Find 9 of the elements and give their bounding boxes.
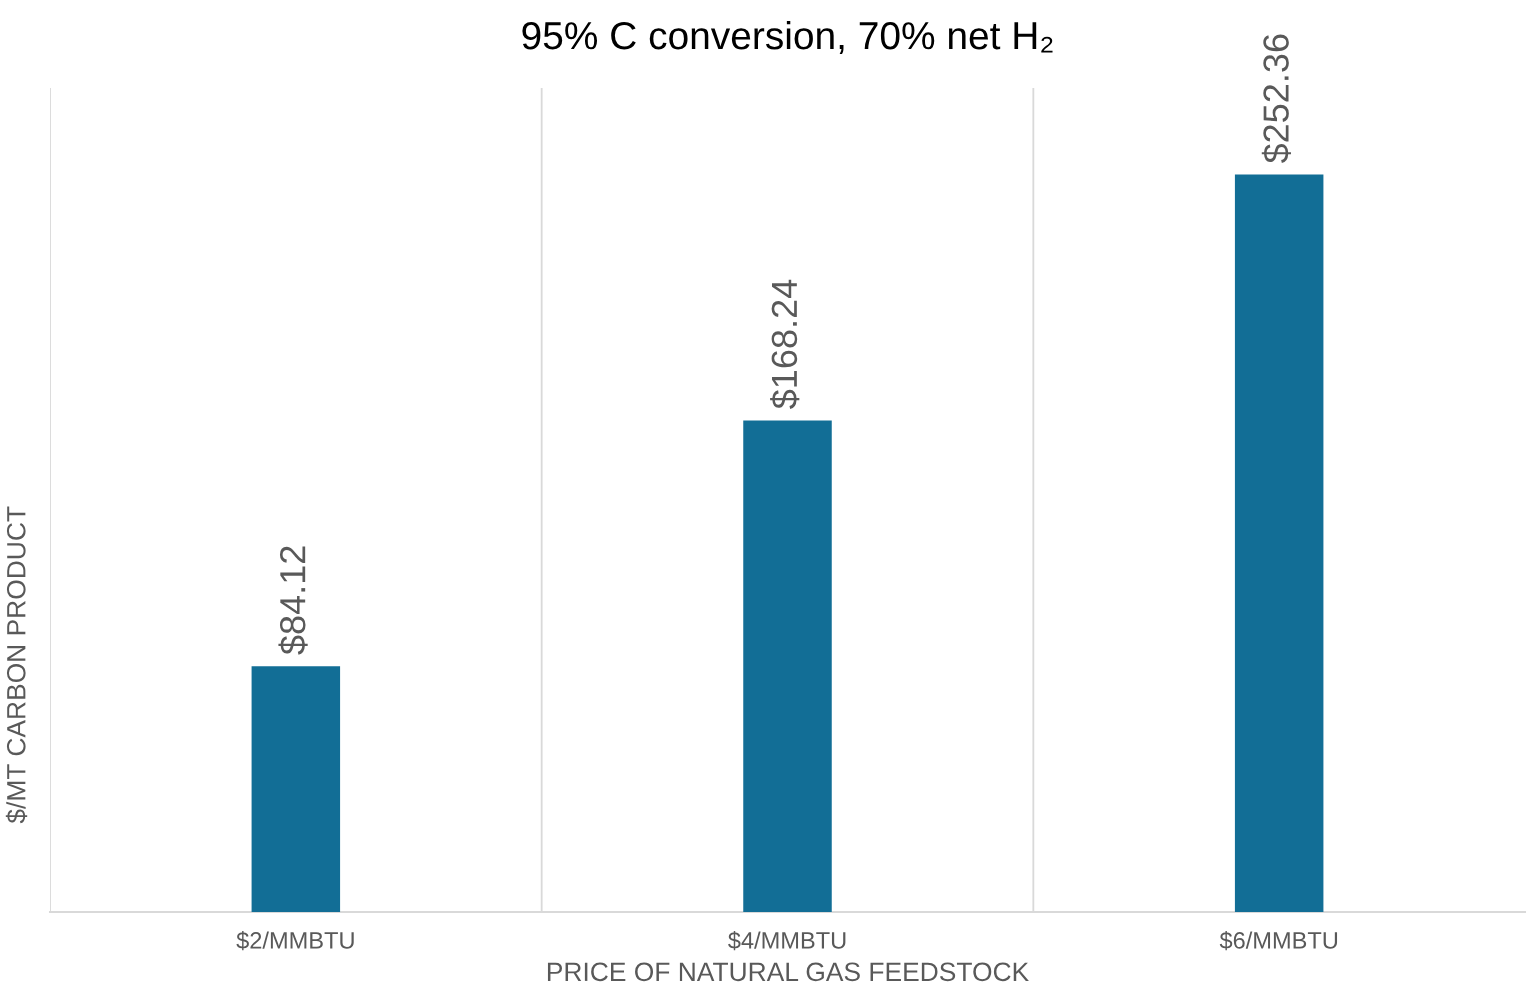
data-label: $168.24 xyxy=(770,279,800,409)
data-label: $252.36 xyxy=(1261,34,1292,164)
x-tick-label: $2/MMBTU xyxy=(236,931,354,951)
y-axis-title: $/MT CARBON PRODUCT xyxy=(5,506,28,824)
x-tick-label: $6/MMBTU xyxy=(1219,931,1338,951)
x-axis-title: PRICE OF NATURAL GAS FEEDSTOCK xyxy=(547,962,1029,982)
x-tick-label: $4/MMBTU xyxy=(728,931,846,951)
chart-title: 95% C conversion, 70% net H₂ xyxy=(522,20,1053,55)
data-label: $84.12 xyxy=(278,546,308,655)
